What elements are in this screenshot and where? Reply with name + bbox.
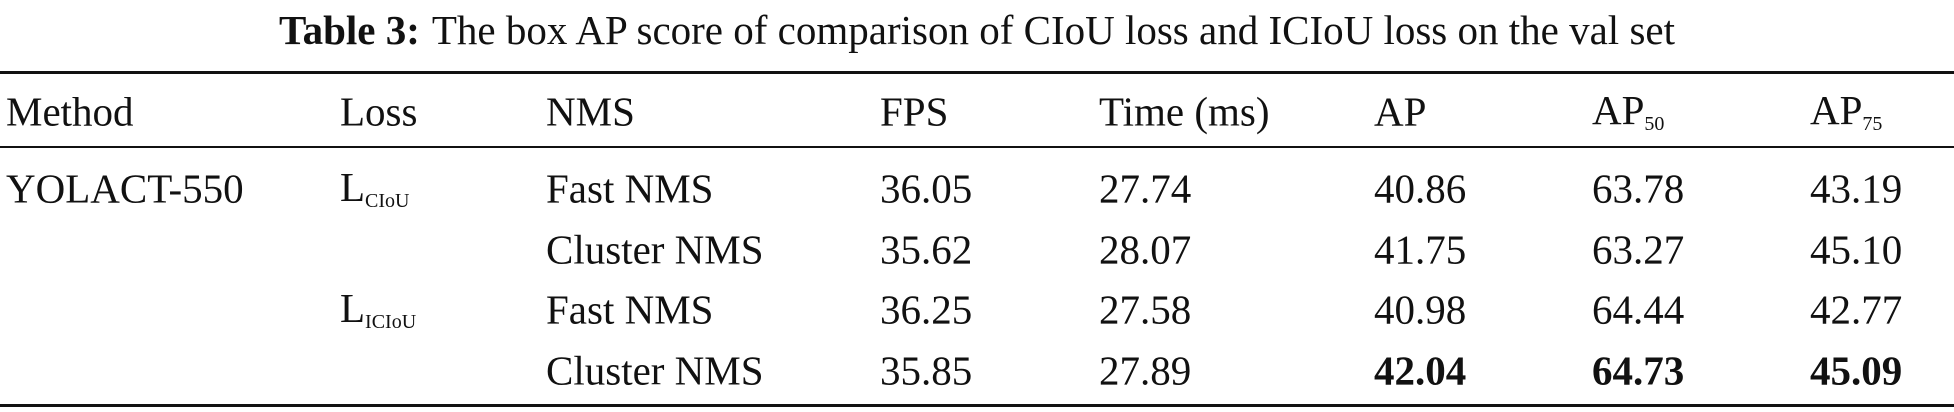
header-cell: AP	[1374, 88, 1427, 135]
header-cell: Time (ms)	[1099, 88, 1270, 135]
loss-cell-text: L	[340, 285, 366, 331]
data-cell: 41.75	[1374, 226, 1467, 273]
data-cell: 35.62	[880, 226, 973, 273]
data-cell: 42.77	[1810, 286, 1903, 333]
data-cell: 64.44	[1592, 286, 1685, 333]
header-cell-text: NMS	[546, 88, 635, 135]
data-cell: 43.19	[1810, 165, 1903, 212]
header-cell: AP75	[1810, 87, 1883, 135]
loss-cell-text: L	[340, 164, 366, 210]
header-cell: Loss	[340, 88, 418, 135]
data-cell: 28.07	[1099, 226, 1192, 273]
data-cell: Fast NMS	[546, 165, 714, 212]
header-cell-text: AP	[1374, 88, 1427, 135]
header-cell: AP50	[1592, 87, 1665, 135]
data-cell: 36.05	[880, 165, 973, 212]
data-cell: Cluster NMS	[546, 347, 764, 394]
header-cell-text: AP	[1810, 87, 1863, 133]
data-cell: 36.25	[880, 286, 973, 333]
header-cell-text: AP	[1592, 87, 1645, 133]
header-cell-text: FPS	[880, 88, 949, 135]
loss-cell: LICIoU	[340, 285, 417, 333]
data-cell: 35.85	[880, 347, 973, 394]
header-cell: FPS	[880, 88, 949, 135]
mid-rule	[0, 146, 1954, 148]
data-cell: 63.78	[1592, 165, 1685, 212]
data-cell: 27.89	[1099, 347, 1192, 394]
data-cell: 40.86	[1374, 165, 1467, 212]
caption: Table 3: The box AP score of comparison o…	[0, 6, 1954, 54]
header-cell-text: Time (ms)	[1099, 88, 1270, 135]
header-cell-sub: 75	[1862, 113, 1883, 135]
data-cell: 27.74	[1099, 165, 1192, 212]
data-cell: 42.04	[1374, 347, 1467, 394]
top-rule	[0, 71, 1954, 74]
data-cell: 63.27	[1592, 226, 1685, 273]
bottom-rule	[0, 404, 1954, 407]
method-cell: YOLACT-550	[6, 165, 244, 212]
caption-label: Table 3:	[278, 7, 420, 53]
loss-cell-sub: CIoU	[365, 190, 410, 212]
header-cell: NMS	[546, 88, 635, 135]
header-cell-text: Method	[6, 88, 134, 135]
caption-text: The box AP score of comparison of CIoU l…	[431, 7, 1675, 53]
header-cell-text: Loss	[340, 88, 418, 135]
loss-cell: LCIoU	[340, 164, 410, 212]
data-cell: 27.58	[1099, 286, 1192, 333]
data-cell: Cluster NMS	[546, 226, 764, 273]
data-cell: 45.10	[1810, 226, 1903, 273]
header-cell: Method	[6, 88, 134, 135]
data-cell: 40.98	[1374, 286, 1467, 333]
header-cell-sub: 50	[1644, 113, 1665, 135]
data-cell: 45.09	[1810, 347, 1903, 394]
loss-cell-sub: ICIoU	[365, 311, 417, 333]
data-cell: 64.73	[1592, 347, 1685, 394]
data-cell: Fast NMS	[546, 286, 714, 333]
